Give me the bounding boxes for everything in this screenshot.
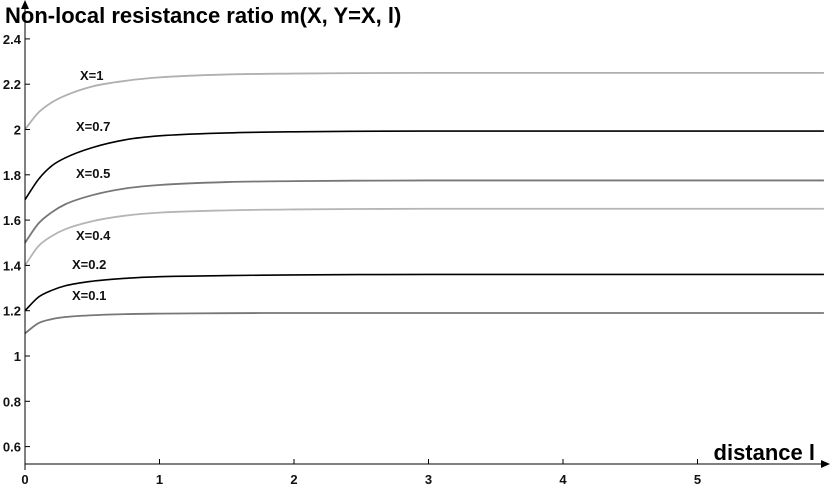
series-group: [24, 71, 824, 335]
y-tick-label: 2.4: [3, 32, 22, 47]
series-line-4: [24, 273, 824, 312]
series-line-2: [24, 179, 824, 244]
x-axis-arrow: [821, 460, 830, 468]
series-line-5: [24, 312, 824, 335]
x-ticks: 0 1 2 3 4 5: [21, 459, 701, 487]
y-tick-label: 0.6: [3, 440, 21, 455]
x-axis-title: distance l: [714, 440, 815, 465]
y-ticks: 0.6 0.8 1 1.2 1.4 1.6 1.8 2 2.2 2.4: [3, 32, 30, 455]
series-label-3: X=0.4: [76, 228, 111, 243]
y-tick-label: 2: [14, 123, 21, 138]
series-label-4: X=0.2: [72, 257, 106, 272]
y-axis: [21, 0, 29, 470]
y-axis-title: Non-local resistance ratio m(X, Y=X, l): [5, 3, 401, 28]
y-tick-label: 1.6: [3, 213, 21, 228]
series-labels: X=1 X=0.7 X=0.5 X=0.4 X=0.2 X=0.1: [72, 68, 111, 303]
x-tick-label: 5: [694, 472, 701, 487]
y-tick-label: 2.2: [3, 77, 21, 92]
series-label-2: X=0.5: [76, 166, 110, 181]
y-tick-label: 1.2: [3, 304, 21, 319]
y-tick-label: 1: [14, 349, 21, 364]
x-tick-label: 4: [559, 472, 567, 487]
series-label-1: X=0.7: [76, 119, 110, 134]
y-axis-arrow: [21, 0, 29, 9]
y-tick-label: 1.8: [3, 168, 21, 183]
series-line-0: [24, 71, 824, 131]
series-line-3: [24, 207, 824, 266]
x-tick-label: 0: [21, 472, 28, 487]
y-tick-label: 1.4: [3, 258, 22, 273]
series-label-5: X=0.1: [72, 288, 106, 303]
y-tick-label: 0.8: [3, 394, 21, 409]
x-axis: [25, 460, 830, 468]
x-tick-label: 1: [156, 472, 163, 487]
x-tick-label: 2: [290, 472, 297, 487]
series-line-1: [24, 130, 824, 201]
x-tick-label: 3: [425, 472, 432, 487]
series-label-0: X=1: [80, 68, 104, 83]
